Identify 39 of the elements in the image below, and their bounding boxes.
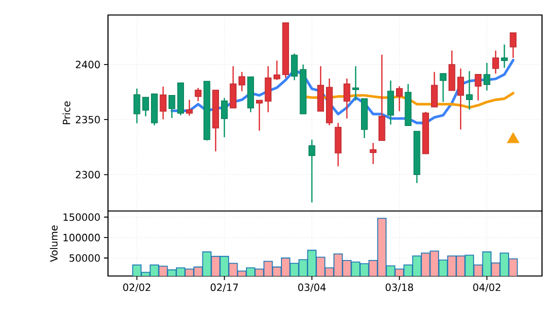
candlestick — [474, 74, 482, 102]
candlestick — [431, 71, 438, 108]
x-tick-label: 04/02 — [473, 284, 500, 292]
x-tick-label: 03/18 — [386, 284, 414, 292]
candlestick — [160, 86, 167, 120]
candlestick — [194, 87, 202, 102]
y-tick-label: 50000 — [70, 254, 100, 262]
y-axis-title: Volume — [50, 225, 58, 262]
candlestick — [291, 52, 298, 81]
candlestick — [510, 32, 517, 59]
candlestick — [264, 66, 272, 113]
x-tick-label: 02/17 — [210, 284, 238, 292]
y-tick-label: 2400 — [76, 60, 100, 68]
candlestick — [440, 72, 447, 103]
candlestick — [466, 70, 473, 110]
candlestick — [308, 138, 316, 204]
candlestick — [142, 96, 150, 117]
candlestick — [274, 60, 280, 81]
candlestick — [457, 68, 464, 130]
candlestick — [186, 99, 193, 116]
candlestick — [134, 88, 140, 124]
candlestick — [352, 66, 360, 102]
y-tick-label: 150000 — [64, 213, 100, 221]
candlestick — [221, 97, 228, 138]
x-tick-label: 02/02 — [123, 284, 150, 292]
candlestick — [396, 86, 403, 112]
candlestick — [256, 100, 263, 132]
candlestick — [484, 62, 490, 92]
x-tick-label: 03/04 — [298, 284, 326, 292]
candlestick — [492, 50, 500, 74]
candlestick — [238, 71, 246, 92]
y-tick-label: 2350 — [76, 116, 100, 124]
y-axis-title: Price — [62, 101, 70, 124]
candlestick — [370, 142, 377, 165]
candlestick — [168, 94, 176, 119]
y-tick-label: 100000 — [64, 234, 100, 242]
candlestick — [501, 44, 508, 68]
candlestick — [344, 78, 350, 120]
y-tick-label: 2300 — [76, 170, 100, 178]
